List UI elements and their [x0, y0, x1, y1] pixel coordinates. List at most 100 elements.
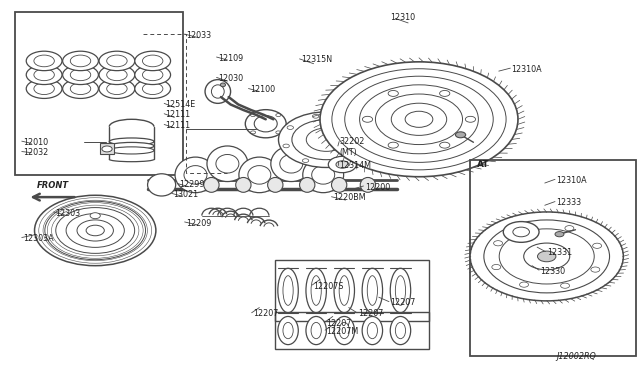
- Bar: [275, 260, 429, 321]
- Ellipse shape: [159, 177, 174, 192]
- Ellipse shape: [245, 110, 286, 138]
- Ellipse shape: [236, 177, 251, 192]
- Text: (MT): (MT): [339, 148, 357, 157]
- Ellipse shape: [271, 146, 312, 182]
- Circle shape: [524, 225, 533, 230]
- Text: 12310A: 12310A: [511, 65, 542, 74]
- Circle shape: [102, 146, 112, 152]
- Ellipse shape: [362, 317, 383, 344]
- Circle shape: [336, 161, 349, 168]
- Ellipse shape: [334, 268, 355, 313]
- Ellipse shape: [278, 268, 298, 313]
- Circle shape: [440, 142, 450, 148]
- Ellipse shape: [306, 268, 326, 313]
- Ellipse shape: [334, 317, 355, 344]
- Ellipse shape: [300, 177, 315, 192]
- Ellipse shape: [390, 317, 411, 344]
- Bar: [15, 12, 182, 175]
- Ellipse shape: [204, 177, 219, 192]
- Ellipse shape: [148, 174, 175, 196]
- Text: AT: AT: [476, 160, 489, 169]
- Circle shape: [456, 132, 466, 138]
- Ellipse shape: [135, 79, 171, 99]
- Text: 12030: 12030: [218, 74, 243, 83]
- Text: 12310A: 12310A: [556, 176, 587, 185]
- Bar: [470, 160, 636, 356]
- Ellipse shape: [303, 157, 344, 193]
- Circle shape: [555, 232, 564, 237]
- Text: 12033: 12033: [186, 31, 211, 41]
- Text: 12111: 12111: [166, 121, 191, 130]
- Ellipse shape: [26, 51, 62, 71]
- Text: 12514E: 12514E: [166, 100, 196, 109]
- Text: 12333: 12333: [556, 198, 581, 207]
- Circle shape: [440, 90, 450, 96]
- Text: J12002RQ: J12002RQ: [556, 352, 596, 361]
- Text: 12310: 12310: [390, 13, 415, 22]
- Text: 12010: 12010: [23, 138, 48, 147]
- Ellipse shape: [332, 177, 347, 192]
- Text: 12207M: 12207M: [326, 327, 358, 336]
- Ellipse shape: [99, 65, 135, 84]
- Text: 12207S: 12207S: [314, 282, 344, 291]
- Text: 12207: 12207: [253, 310, 278, 318]
- Text: 12209: 12209: [186, 219, 211, 228]
- Ellipse shape: [109, 142, 154, 150]
- Text: 12100: 12100: [250, 85, 275, 94]
- Ellipse shape: [135, 51, 171, 71]
- Circle shape: [470, 212, 623, 301]
- Circle shape: [278, 112, 374, 167]
- Ellipse shape: [207, 146, 248, 182]
- Circle shape: [493, 241, 502, 246]
- Ellipse shape: [135, 65, 171, 84]
- Ellipse shape: [109, 147, 154, 154]
- Ellipse shape: [63, 65, 99, 84]
- Circle shape: [503, 222, 539, 242]
- Ellipse shape: [278, 317, 298, 344]
- Text: 32202: 32202: [339, 137, 365, 146]
- Circle shape: [591, 267, 600, 272]
- Ellipse shape: [109, 138, 154, 145]
- Circle shape: [362, 116, 372, 122]
- Text: 1220BM: 1220BM: [333, 193, 365, 202]
- Circle shape: [388, 90, 398, 96]
- Text: 12111: 12111: [166, 110, 191, 119]
- Ellipse shape: [175, 157, 216, 193]
- Text: 12303: 12303: [55, 209, 80, 218]
- Text: 12314M: 12314M: [339, 161, 371, 170]
- Circle shape: [328, 156, 356, 173]
- Ellipse shape: [99, 51, 135, 71]
- Circle shape: [465, 116, 476, 122]
- Text: 12109: 12109: [218, 54, 243, 62]
- Text: 12207: 12207: [390, 298, 415, 307]
- Text: 12207: 12207: [358, 310, 384, 318]
- Ellipse shape: [26, 65, 62, 84]
- Ellipse shape: [220, 83, 225, 87]
- Circle shape: [538, 251, 556, 262]
- Circle shape: [593, 243, 602, 248]
- Text: 12315N: 12315N: [301, 55, 332, 64]
- Text: 12200: 12200: [365, 183, 390, 192]
- Text: 12331: 12331: [547, 248, 572, 257]
- Ellipse shape: [239, 157, 280, 193]
- Ellipse shape: [306, 317, 326, 344]
- Ellipse shape: [26, 79, 62, 99]
- Ellipse shape: [360, 177, 376, 192]
- Bar: [275, 312, 429, 349]
- Ellipse shape: [205, 80, 230, 103]
- Ellipse shape: [390, 268, 411, 313]
- Text: 12032: 12032: [23, 148, 48, 157]
- Circle shape: [90, 213, 100, 219]
- Circle shape: [561, 283, 570, 288]
- Circle shape: [520, 282, 529, 287]
- Circle shape: [320, 62, 518, 177]
- Text: FRONT: FRONT: [37, 181, 69, 190]
- Ellipse shape: [268, 177, 283, 192]
- Ellipse shape: [99, 79, 135, 99]
- Text: 12299: 12299: [179, 180, 205, 189]
- Circle shape: [565, 225, 574, 231]
- Bar: [100, 143, 115, 154]
- Text: 12207: 12207: [326, 319, 352, 328]
- Circle shape: [388, 142, 398, 148]
- Circle shape: [35, 195, 156, 266]
